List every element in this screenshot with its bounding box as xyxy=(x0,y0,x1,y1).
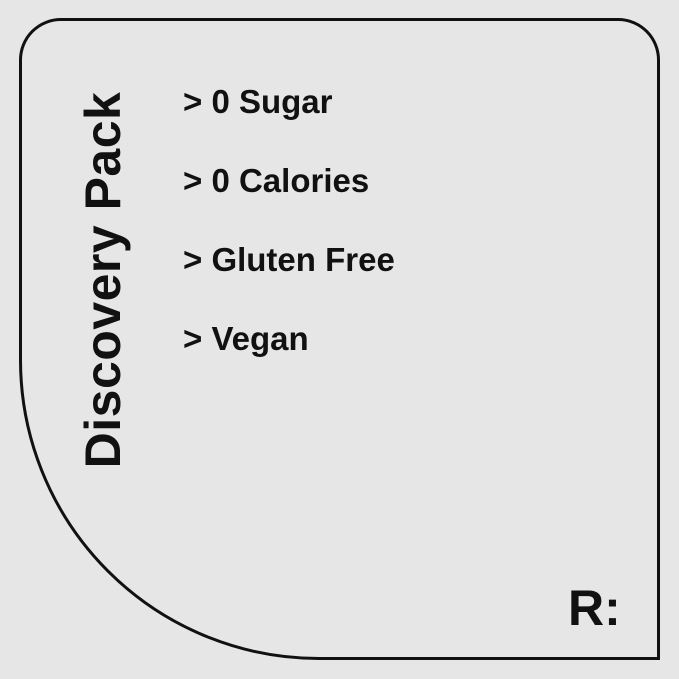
brand-logo: R: xyxy=(568,580,621,636)
product-title: Discovery Pack xyxy=(75,91,131,469)
feature-item: > 0 Calories xyxy=(183,162,370,199)
product-card xyxy=(19,18,660,660)
feature-item: > 0 Sugar xyxy=(183,83,333,120)
feature-item: > Gluten Free xyxy=(183,241,395,278)
feature-list: > 0 Sugar > 0 Calories > Gluten Free > V… xyxy=(183,80,395,396)
feature-item: > Vegan xyxy=(183,320,309,357)
